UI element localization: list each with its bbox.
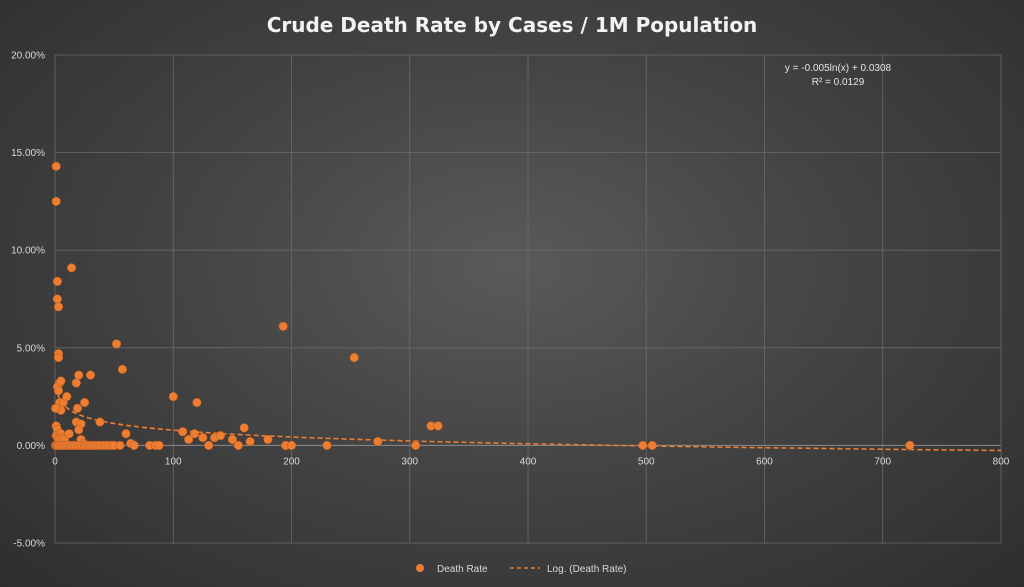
grid-lines [54, 54, 1002, 544]
data-point [638, 440, 648, 450]
data-point [184, 434, 194, 445]
x-tick-label: 500 [638, 456, 655, 467]
data-point [215, 431, 226, 441]
trendline-layer [55, 385, 1001, 452]
data-point [198, 433, 208, 443]
data-point [178, 427, 188, 437]
data-point [322, 440, 332, 450]
chart-title: Crude Death Rate by Cases / 1M Populatio… [267, 13, 758, 37]
data-point [189, 429, 200, 439]
data-point [233, 440, 243, 450]
data-point [53, 386, 64, 396]
data-points [51, 161, 915, 450]
data-point [64, 429, 74, 439]
y-tick-label: 20.00% [11, 51, 45, 62]
data-point [433, 421, 443, 431]
data-point [168, 392, 178, 402]
data-point [52, 294, 62, 304]
y-tick-label: 0.00% [17, 441, 45, 452]
axis-tick-labels: -5.00% 0.00% 5.00% 10.00% 15.00% 20.00% 0 100 20… [11, 51, 1010, 550]
x-tick-label: 200 [283, 456, 300, 467]
data-point [71, 378, 81, 388]
data-point [263, 434, 273, 445]
data-point [62, 392, 72, 402]
data-point [121, 429, 131, 439]
data-point [52, 276, 62, 286]
data-point [72, 403, 83, 413]
data-point [204, 440, 214, 450]
data-point [647, 440, 657, 450]
x-tick-label: 800 [993, 456, 1010, 467]
data-point [154, 440, 164, 450]
x-tick-label: 300 [401, 456, 418, 467]
y-tick-label: -5.00% [13, 539, 45, 550]
data-point [53, 302, 64, 312]
data-point [51, 161, 61, 171]
legend-label-trendline: Log. (Death Rate) [547, 564, 627, 575]
data-point [85, 370, 96, 380]
legend-marker-death-rate [416, 564, 424, 572]
data-point [278, 321, 288, 331]
data-point [349, 353, 359, 363]
legend-label-death-rate: Death Rate [437, 564, 488, 575]
y-tick-label: 5.00% [17, 343, 45, 354]
x-tick-label: 700 [874, 456, 891, 467]
data-point [80, 397, 90, 408]
data-point [411, 440, 421, 450]
trendline-equation: y = -0.005ln(x) + 0.0308 [785, 63, 892, 74]
data-point [51, 196, 61, 206]
x-tick-label: 0 [52, 456, 58, 467]
data-point [227, 434, 237, 445]
data-point [67, 263, 77, 273]
data-point [239, 423, 249, 433]
x-tick-label: 400 [520, 456, 537, 467]
data-point [286, 440, 297, 450]
x-tick-label: 100 [165, 456, 182, 467]
data-point [245, 436, 255, 447]
x-tick-label: 600 [756, 456, 773, 467]
data-point [905, 440, 915, 450]
data-point [95, 417, 105, 427]
data-point [129, 440, 139, 450]
data-point [74, 425, 84, 435]
data-point [56, 376, 66, 386]
legend: Death Rate Log. (Death Rate) [416, 564, 627, 575]
trendline-log [55, 385, 1001, 452]
y-tick-label: 15.00% [11, 148, 45, 159]
data-point [117, 364, 127, 374]
data-point [115, 440, 125, 450]
data-point [53, 353, 64, 363]
data-point [51, 403, 61, 413]
data-point [192, 397, 202, 408]
data-point [111, 339, 122, 349]
data-point [373, 436, 383, 447]
y-tick-label: 10.00% [11, 246, 45, 257]
r-squared-label: R² = 0.0129 [812, 77, 865, 88]
data-point [74, 370, 84, 380]
